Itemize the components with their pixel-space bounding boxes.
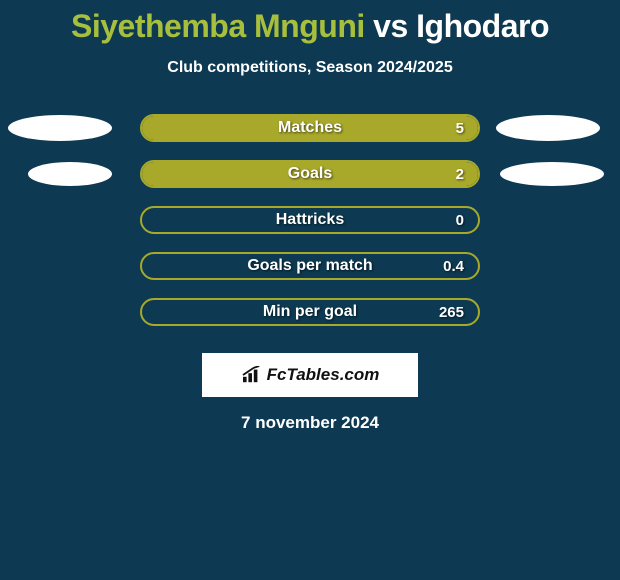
stat-label: Goals per match: [142, 257, 478, 275]
stat-value: 0: [456, 212, 464, 229]
stat-bar: Goals per match 0.4: [140, 252, 480, 280]
player1-name: Siyethemba Mnguni: [71, 8, 365, 44]
player1-marker: [8, 115, 112, 141]
stat-bar: Matches 5: [140, 114, 480, 142]
stats-container: Matches 5 Goals 2 Hattricks 0 Goals per …: [0, 105, 620, 335]
stat-bar: Hattricks 0: [140, 206, 480, 234]
stat-bar: Goals 2: [140, 160, 480, 188]
player2-name: Ighodaro: [416, 8, 549, 44]
stat-label: Min per goal: [142, 303, 478, 321]
brand-badge[interactable]: FcTables.com: [202, 353, 418, 397]
stat-value: 2: [456, 166, 464, 183]
stat-row: Goals per match 0.4: [0, 243, 620, 289]
footer-date: 7 november 2024: [0, 413, 620, 433]
stat-label: Goals: [142, 165, 478, 183]
stat-bar: Min per goal 265: [140, 298, 480, 326]
stat-value: 5: [456, 120, 464, 137]
page-title: Siyethemba Mnguni vs Ighodaro: [0, 0, 620, 45]
stat-row: Matches 5: [0, 105, 620, 151]
stat-value: 265: [439, 304, 464, 321]
stat-label: Hattricks: [142, 211, 478, 229]
stat-row: Goals 2: [0, 151, 620, 197]
stat-row: Min per goal 265: [0, 289, 620, 335]
player1-marker: [28, 162, 112, 186]
player2-marker: [500, 162, 604, 186]
stat-value: 0.4: [443, 258, 464, 275]
player2-marker: [496, 115, 600, 141]
bar-chart-icon: [241, 366, 263, 384]
stat-label: Matches: [142, 119, 478, 137]
subtitle: Club competitions, Season 2024/2025: [0, 59, 620, 77]
vs-separator: vs: [373, 8, 408, 44]
brand-text: FcTables.com: [267, 365, 380, 385]
stat-row: Hattricks 0: [0, 197, 620, 243]
